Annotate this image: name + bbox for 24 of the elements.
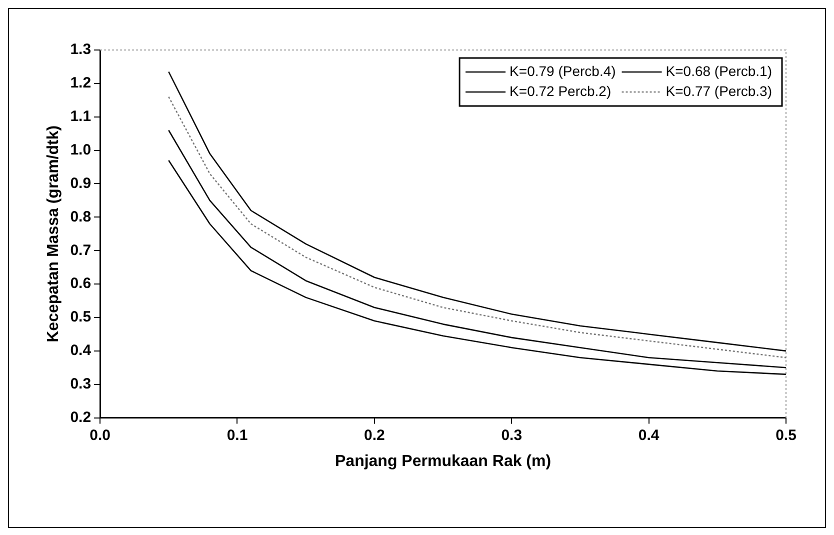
legend-label: K=0.72 Percb.2) <box>510 82 612 99</box>
x-axis-title: Panjang Permukaan Rak (m) <box>334 452 552 470</box>
x-tick-label: 0.0 <box>90 426 110 444</box>
y-tick-label: 0.9 <box>70 174 92 192</box>
x-tick-label: 0.2 <box>364 426 385 444</box>
legend-label: K=0.77 (Percb.3) <box>666 82 772 99</box>
x-tick-label: 0.3 <box>501 426 522 444</box>
y-tick-label: 1.1 <box>70 108 92 126</box>
y-tick-label: 0.8 <box>70 208 92 226</box>
y-tick-label: 1.0 <box>70 141 92 158</box>
y-tick-label: 0.4 <box>70 342 92 360</box>
y-tick-label: 0.7 <box>70 242 92 259</box>
x-tick-label: 0.4 <box>638 426 660 444</box>
y-tick-label: 1.2 <box>70 74 92 92</box>
legend-label: K=0.79 (Percb.4) <box>510 62 616 79</box>
y-tick-label: 0.2 <box>70 408 92 426</box>
x-tick-label: 0.5 <box>776 426 796 444</box>
y-tick-label: 0.3 <box>70 376 92 393</box>
y-axis-title: Kecepatan Massa (gram/dtk) <box>45 125 62 342</box>
y-tick-label: 0.6 <box>70 275 92 292</box>
y-tick-label: 0.5 <box>70 308 92 326</box>
x-tick-label: 0.1 <box>226 426 248 444</box>
legend-label: K=0.68 (Percb.1) <box>666 62 772 79</box>
y-tick-label: 1.3 <box>70 41 92 58</box>
